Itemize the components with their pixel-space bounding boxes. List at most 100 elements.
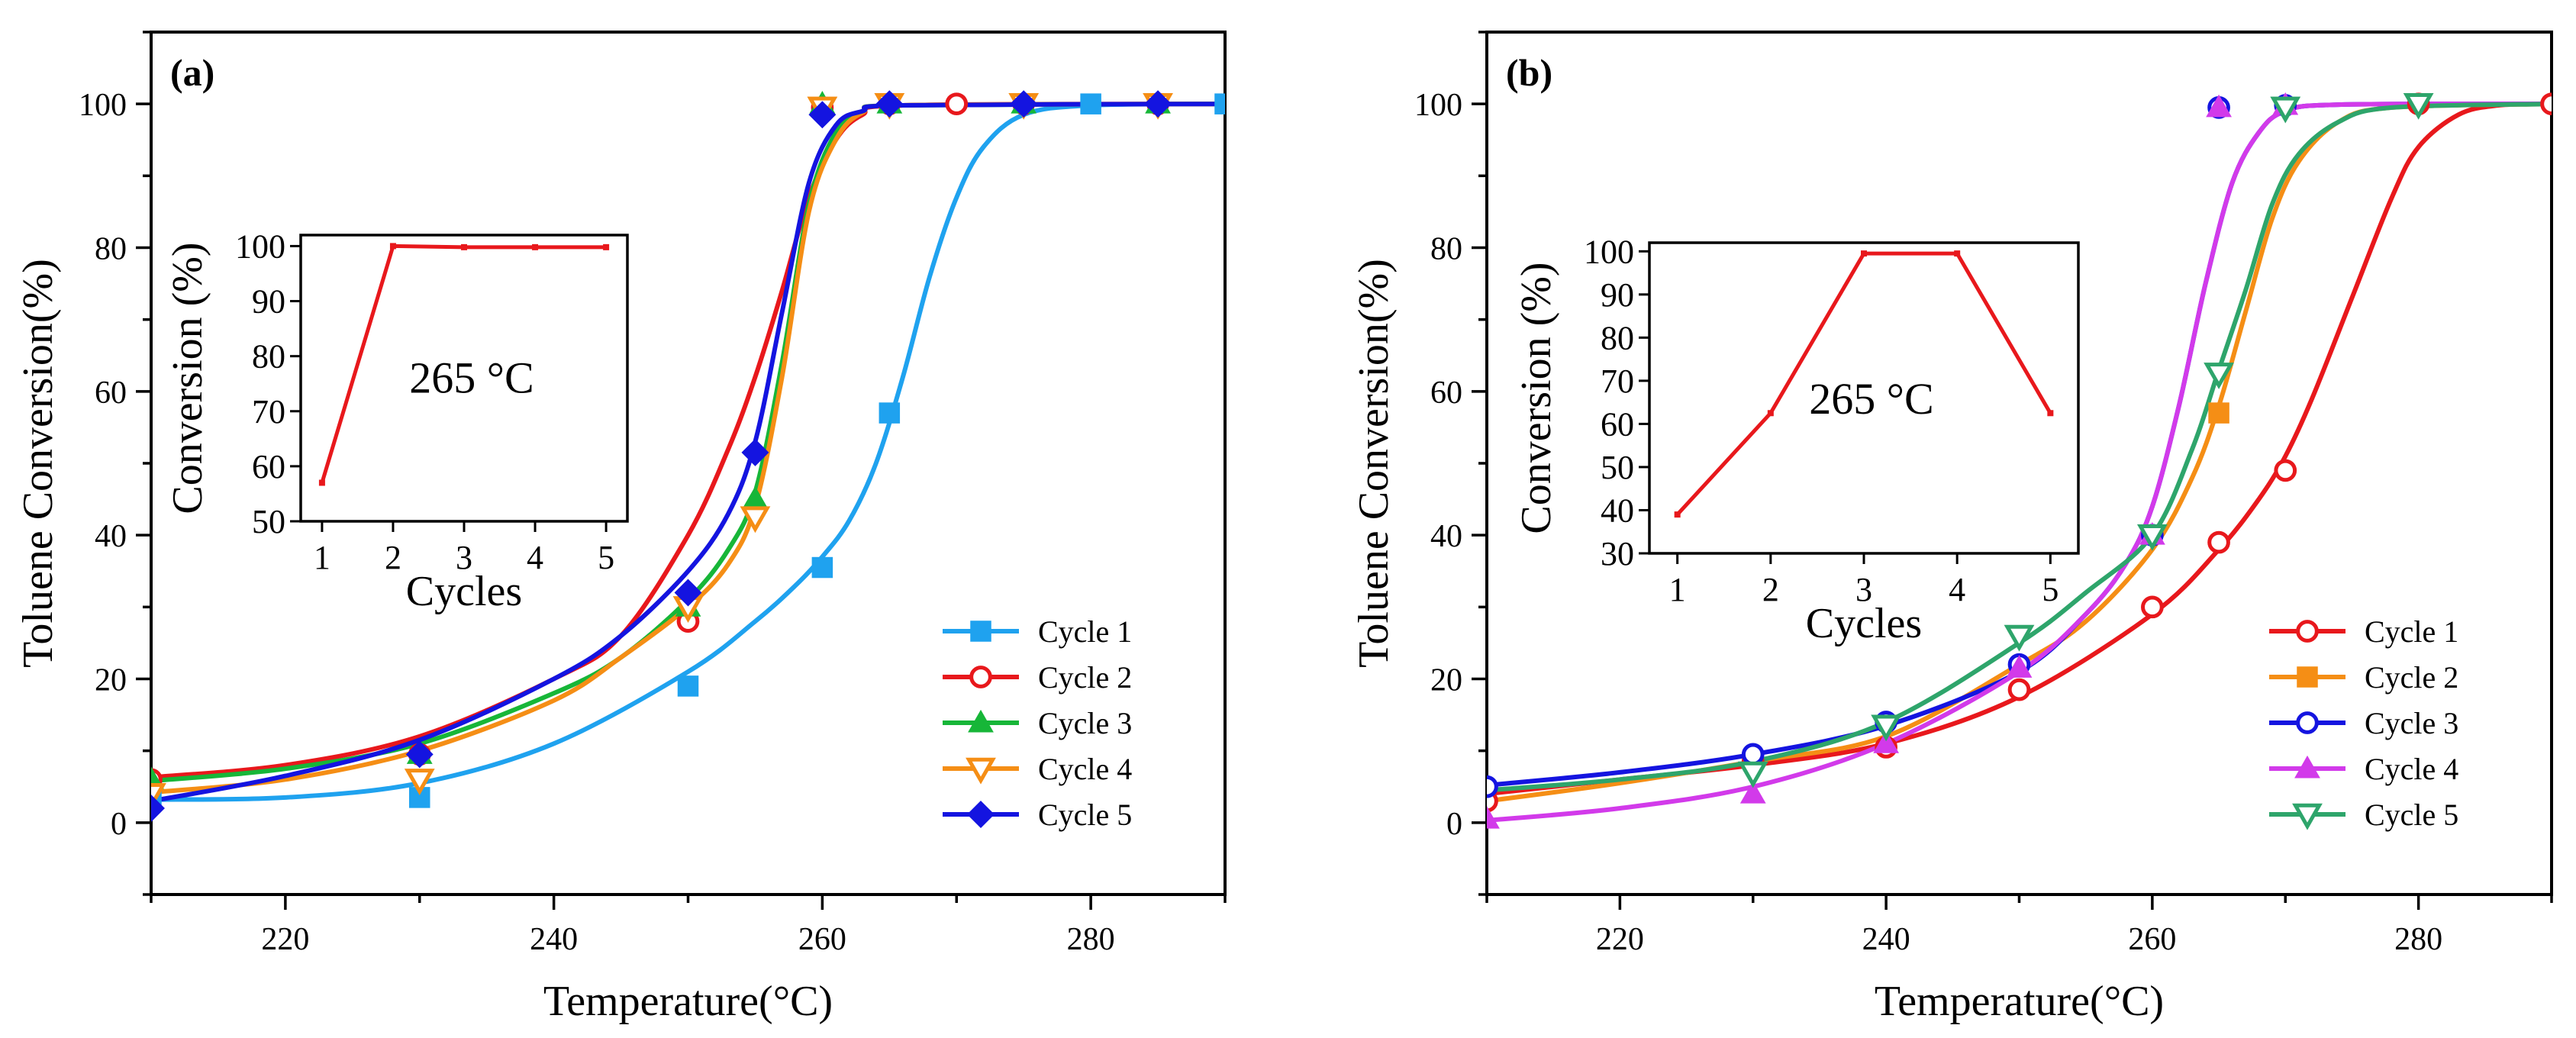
legend-label: Cycle 3 — [1038, 706, 1132, 740]
inset-chart: 1 2 3 4 5 50 60 70 80 90 100 Cycles Conversion (%) 26… — [164, 227, 629, 615]
y-tick-label: 0 — [111, 807, 127, 842]
inset-y-tick-label: 40 — [1601, 492, 1634, 529]
x-axis-label: Temperature(°C) — [543, 978, 833, 1025]
legend-marker — [968, 709, 994, 733]
legend-item: Cycle 3 — [943, 706, 1132, 740]
data-point — [2403, 92, 2434, 120]
y-tick-label: 40 — [95, 519, 127, 554]
legend: Cycle 1 Cycle 2 Cycle 3 Cycle 4 Cycle 5 — [2269, 614, 2458, 832]
data-point — [1873, 730, 1900, 753]
legend-marker — [2296, 711, 2319, 734]
data-point — [1741, 743, 1765, 766]
inset-annotation: 265 °C — [1809, 374, 1933, 424]
y-axis-label: Toluene Conversion(%) — [15, 259, 62, 668]
data-point — [2007, 678, 2031, 701]
series-markers-cycle-2 — [2208, 402, 2229, 424]
data-point — [677, 675, 699, 697]
legend-marker — [2296, 620, 2319, 643]
series-layer — [151, 90, 1225, 822]
data-point — [1737, 761, 1768, 788]
legend-marker — [2297, 666, 2318, 688]
legend-item: Cycle 5 — [2269, 798, 2458, 832]
data-point — [1144, 90, 1172, 118]
inset-data-point — [2047, 410, 2054, 417]
y-tick-label: 40 — [1430, 519, 1462, 554]
data-point — [1739, 781, 1766, 804]
inset-y-tick-label: 60 — [1601, 405, 1634, 443]
chart-panel-2: 220 240 260 280Temperature(°C)020406080100T… — [1350, 31, 2553, 1025]
legend-item: Cycle 3 — [2269, 706, 2458, 740]
x-tick-label: 220 — [261, 922, 309, 957]
inset-x-tick-label: 4 — [527, 539, 543, 576]
legend-item: Cycle 1 — [943, 614, 1132, 649]
data-point — [879, 402, 901, 424]
series-markers-cycle-4 — [151, 92, 1173, 810]
legend-marker — [969, 666, 992, 688]
data-point — [2004, 624, 2035, 652]
x-tick-label: 220 — [1596, 922, 1644, 957]
legend-label: Cycle 2 — [1038, 660, 1132, 695]
legend-marker — [2292, 803, 2323, 830]
legend-item: Cycle 1 — [2269, 614, 2458, 649]
data-point — [1487, 806, 1500, 829]
data-point — [405, 740, 434, 769]
legend-label: Cycle 1 — [1038, 614, 1132, 649]
inset-y-tick-label: 90 — [252, 283, 285, 321]
inset-y-tick-label: 50 — [1601, 449, 1634, 486]
chart-panel-1: 220 240 260 280Temperature(°C)020406080100T… — [15, 31, 1227, 1025]
data-point — [808, 101, 837, 129]
data-point — [674, 579, 702, 607]
inset-data-point — [318, 479, 325, 486]
x-tick-label: 280 — [1067, 922, 1115, 957]
series-markers-cycle-2 — [151, 92, 1169, 791]
x-tick-label: 280 — [2394, 922, 2442, 957]
series-layer — [1487, 92, 2552, 829]
legend-marker — [967, 801, 995, 828]
x-tick-label: 260 — [798, 922, 846, 957]
panel-label: (a) — [170, 51, 214, 94]
legend-label: Cycle 4 — [2365, 752, 2458, 786]
y-tick-label: 100 — [79, 88, 127, 123]
data-point — [151, 795, 165, 822]
data-point — [741, 438, 769, 466]
legend-marker — [2294, 755, 2320, 778]
inset-y-tick-label: 70 — [1601, 363, 1634, 400]
inset-data-point — [1861, 250, 1867, 257]
inset-data-point — [603, 243, 610, 250]
data-point — [1487, 775, 1498, 798]
inset-y-tick-label: 70 — [252, 393, 285, 430]
inset-y-tick-label: 30 — [1601, 535, 1634, 572]
data-point — [1871, 714, 1902, 742]
legend-item: Cycle 2 — [2269, 660, 2458, 695]
data-point — [404, 769, 435, 795]
inset-x-tick-label: 2 — [1762, 571, 1779, 608]
y-tick-label: 0 — [1446, 807, 1462, 842]
inset-y-axis-label: Conversion (%) — [1513, 262, 1560, 534]
data-point — [2141, 595, 2164, 619]
y-tick-label: 80 — [95, 232, 127, 267]
inset-data-point — [389, 243, 396, 250]
inset-data-point — [461, 243, 467, 250]
inset-data-point — [1674, 511, 1681, 518]
x-tick-label: 240 — [530, 922, 578, 957]
inset-y-axis-label: Conversion (%) — [164, 242, 211, 514]
data-point — [1080, 93, 1101, 114]
data-point — [945, 92, 969, 116]
data-point — [875, 90, 904, 118]
legend-label: Cycle 3 — [2365, 706, 2458, 740]
inset-y-tick-label: 80 — [252, 338, 285, 376]
series-curve-cycle-5 — [151, 102, 1225, 804]
legend-marker — [966, 757, 996, 785]
series-curve-cycle-1 — [151, 102, 1225, 802]
legend-item: Cycle 5 — [943, 798, 1132, 832]
data-point — [811, 556, 833, 579]
legend-label: Cycle 1 — [2365, 614, 2458, 649]
x-axis: 220 240 260 280 Temperature(°C) — [1485, 895, 2553, 1025]
data-point — [2208, 402, 2229, 424]
panel-label: (b) — [1506, 51, 1552, 94]
data-point — [2274, 459, 2297, 482]
y-axis: 0 20 40 60 80 100 Toluene Conversion(%) — [1350, 31, 1487, 896]
y-tick-label: 80 — [1430, 232, 1462, 267]
inset-y-tick-label: 100 — [235, 227, 285, 265]
